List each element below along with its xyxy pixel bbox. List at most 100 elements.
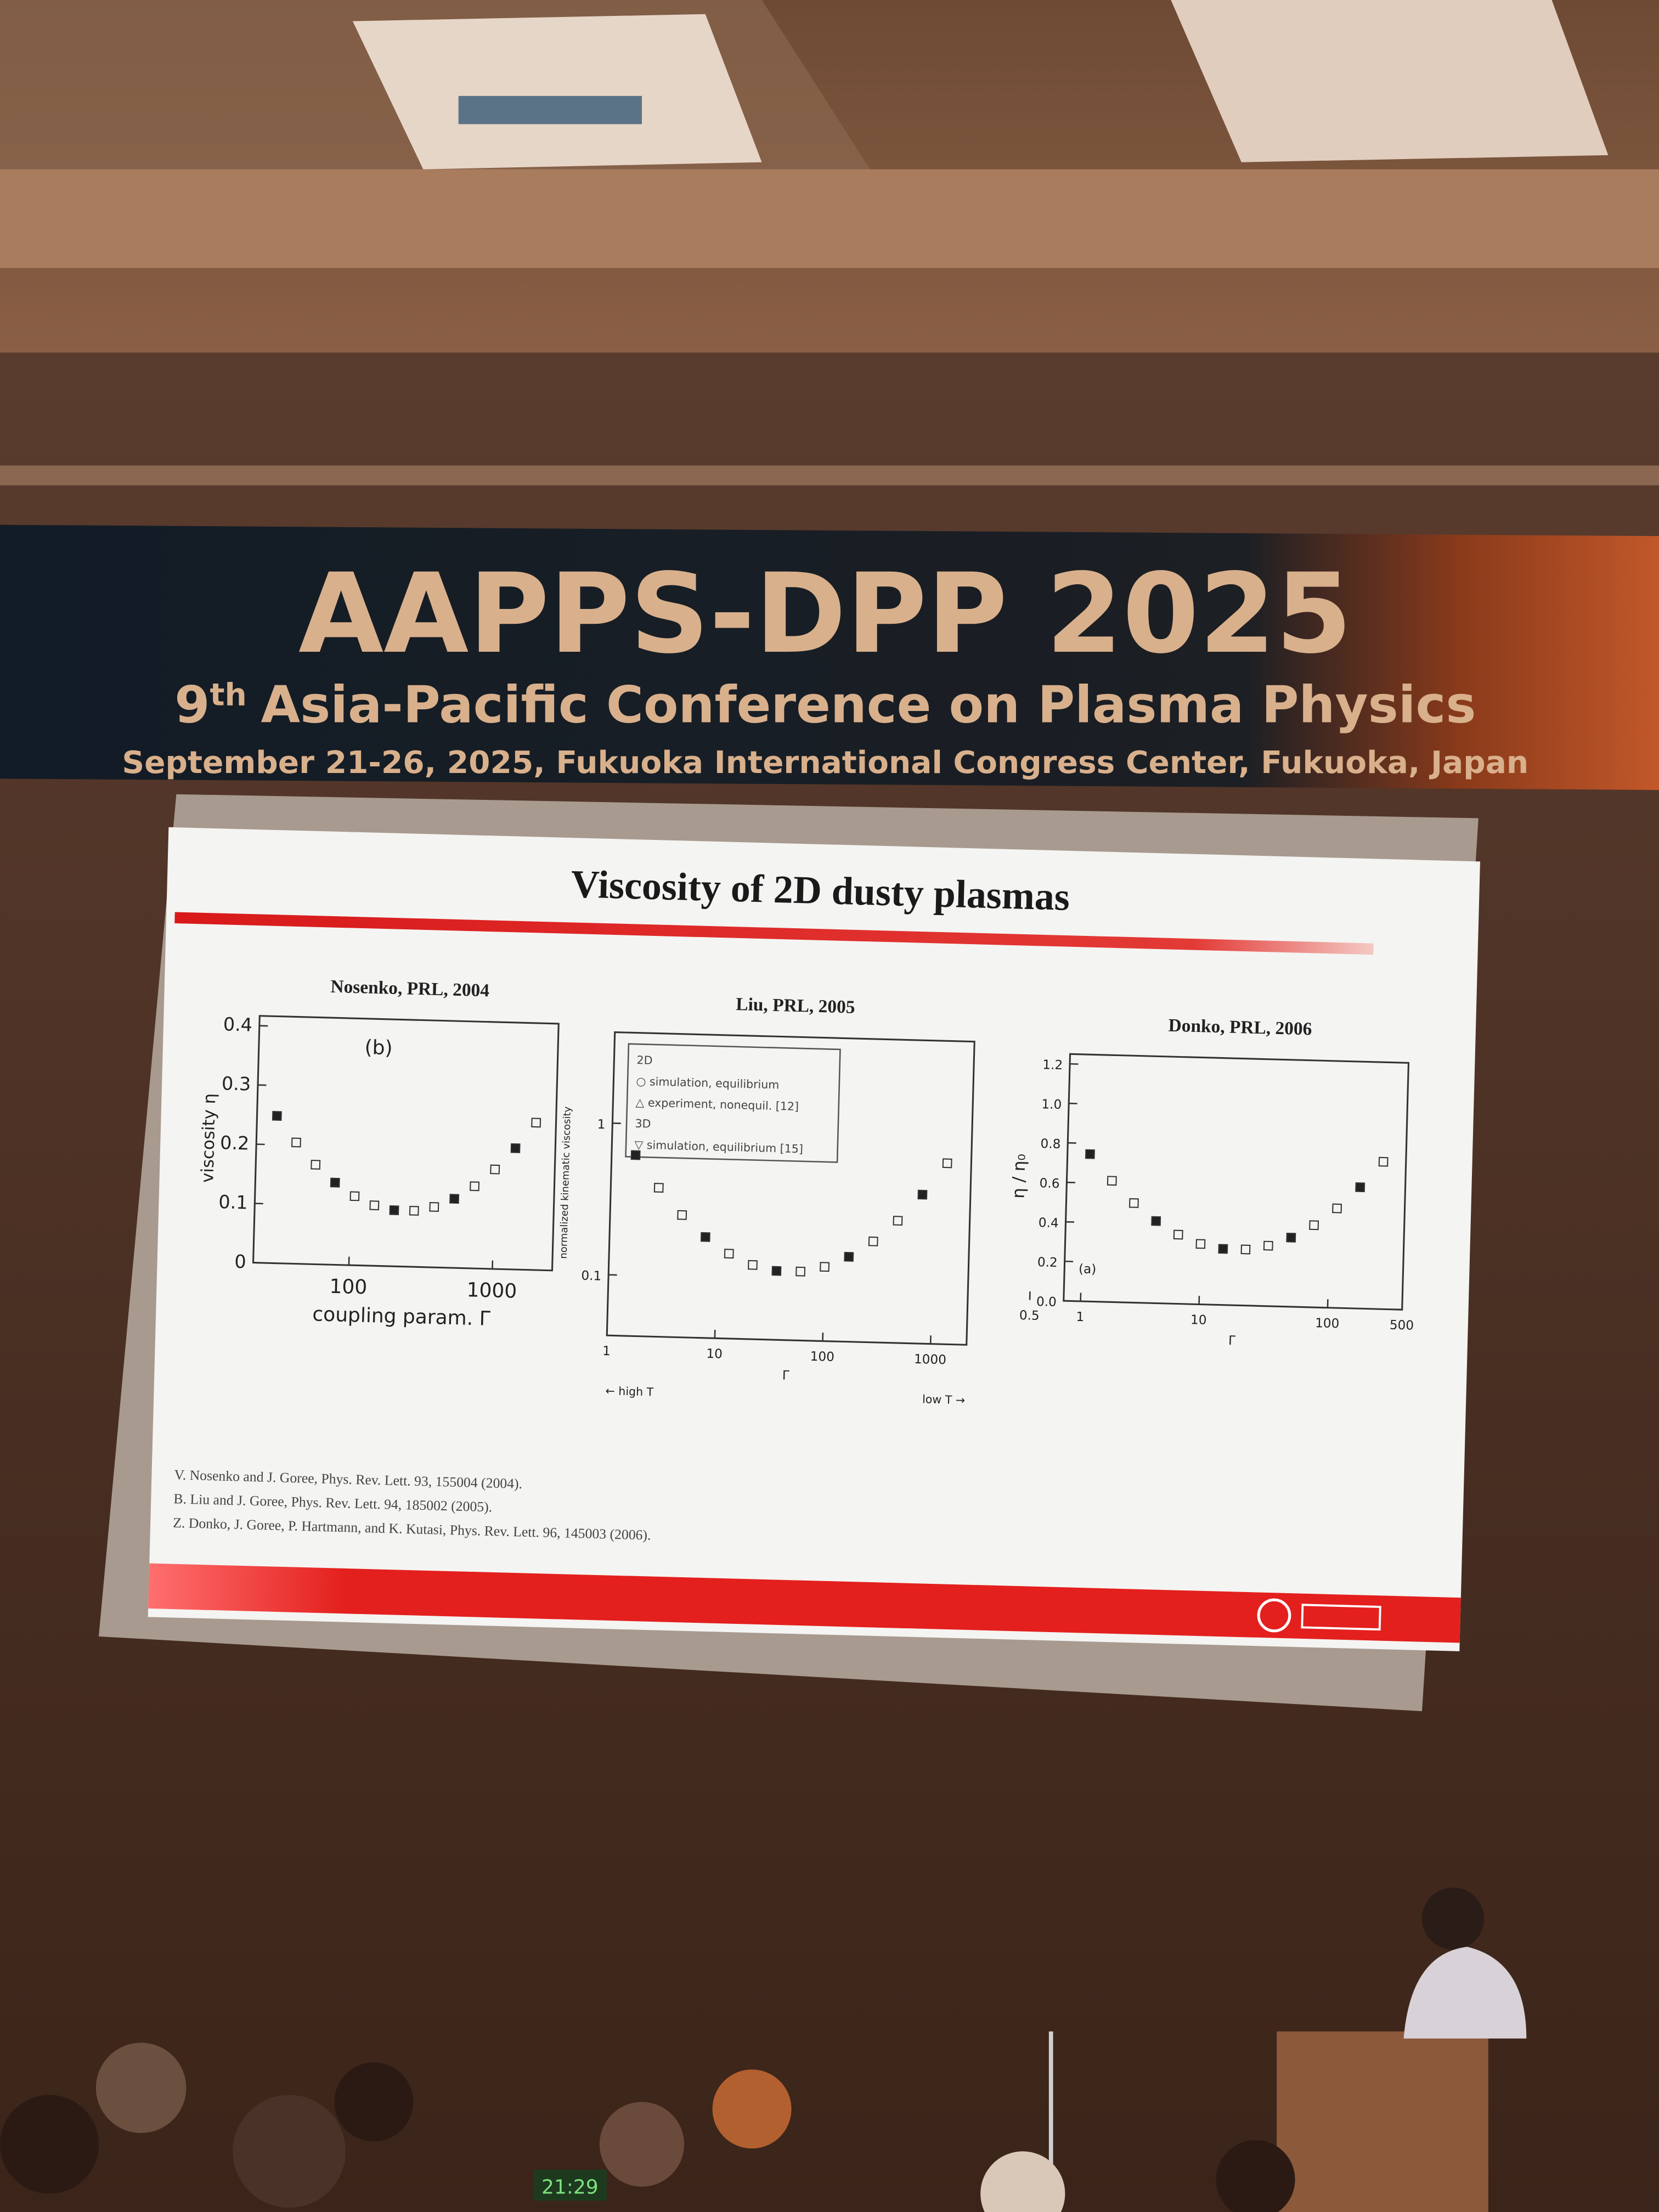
ceiling-vent xyxy=(458,95,642,125)
audience-head xyxy=(233,2095,346,2208)
y-tick-label: 0.8 xyxy=(1040,1137,1060,1152)
plot-symbol xyxy=(748,1260,758,1270)
plot-symbol xyxy=(369,1200,380,1211)
banner-dates: September 21-26, 2025, Fukuoka Internati… xyxy=(122,744,1528,781)
audience-head xyxy=(0,2095,99,2194)
audience-head xyxy=(599,2102,685,2187)
y-tick-label: 1.2 xyxy=(1042,1058,1063,1073)
plot-symbol xyxy=(1332,1203,1342,1214)
x-axis-label: Γ xyxy=(1228,1334,1236,1348)
plot-symbol xyxy=(449,1194,460,1204)
note: low T → xyxy=(922,1392,966,1407)
wall-rail xyxy=(0,465,1659,486)
y-tick-label: 0.2 xyxy=(220,1132,250,1154)
y-axis-label: η / η₀ xyxy=(1008,1154,1029,1199)
speaker-body xyxy=(1403,1946,1527,2039)
edition: 9 xyxy=(174,675,210,735)
speaker-head xyxy=(1422,1887,1485,1950)
title-rule xyxy=(174,912,1374,955)
x-tick-label: 1 xyxy=(1076,1310,1084,1324)
subtitle: Asia-Pacific Conference on Plasma Physic… xyxy=(261,675,1476,735)
plot-symbol xyxy=(1263,1240,1273,1251)
slide-bg xyxy=(148,827,1480,1651)
y-tick-label: 1 xyxy=(597,1118,605,1132)
plot-symbol xyxy=(1286,1232,1296,1243)
panel-title: Nosenko, PRL, 2004 xyxy=(330,977,490,1001)
plot-symbol xyxy=(531,1118,541,1128)
plot-frame xyxy=(1063,1053,1410,1311)
y-tick-label: 0.3 xyxy=(222,1073,251,1094)
plot-symbol xyxy=(653,1183,664,1193)
plot-symbol xyxy=(1151,1216,1161,1226)
y-tick-label: 0.1 xyxy=(218,1191,248,1213)
banner-subtitle: 9th Asia-Pacific Conference on Plasma Phy… xyxy=(174,675,1476,735)
x-tick-label: 10 xyxy=(706,1347,723,1362)
clock: 21:29 xyxy=(541,2176,599,2199)
x-tick-label: 1 xyxy=(602,1344,611,1358)
panel-label: (b) xyxy=(364,1036,393,1059)
plot-symbol xyxy=(389,1205,399,1215)
x-tick-label: 10 xyxy=(1190,1313,1207,1328)
plot-symbol xyxy=(490,1164,500,1175)
plot-frame xyxy=(606,1031,975,1346)
plot-symbol xyxy=(1085,1149,1095,1159)
legend-entry: 2D xyxy=(636,1053,653,1067)
plot-symbol xyxy=(771,1266,782,1276)
y-tick-label: 0.2 xyxy=(1037,1255,1058,1270)
plot-symbol xyxy=(470,1181,480,1192)
plot-symbol xyxy=(677,1210,687,1220)
ceiling-light xyxy=(1171,0,1609,162)
edition-suffix: th xyxy=(210,677,246,713)
slide: Viscosity of 2D dusty plasmas Nosenko, P… xyxy=(148,827,1480,1651)
y-tick-label: 0.0 xyxy=(1036,1295,1057,1310)
plot-symbol xyxy=(795,1266,806,1277)
plot-symbol xyxy=(820,1262,830,1272)
ceiling-beam xyxy=(0,169,1659,268)
plot-symbol xyxy=(942,1158,952,1169)
y-tick-label: 0.1 xyxy=(581,1269,601,1284)
x-tick-label: 0.5 xyxy=(1019,1308,1040,1323)
plot-symbol xyxy=(917,1189,928,1200)
y-tick-label: 0.6 xyxy=(1039,1176,1059,1191)
audience-head xyxy=(1216,2140,1295,2212)
plot-symbol xyxy=(1240,1244,1251,1255)
plot-symbol xyxy=(429,1202,439,1212)
plot-symbol xyxy=(724,1249,734,1259)
footer-bar xyxy=(148,1563,1461,1643)
plot-symbol xyxy=(349,1191,360,1201)
legend-entry: 3D xyxy=(635,1117,651,1131)
panel-title: Liu, PRL, 2005 xyxy=(736,994,855,1018)
plot-symbol xyxy=(1218,1244,1228,1254)
y-tick-label: 1.0 xyxy=(1041,1097,1062,1112)
plot-symbol xyxy=(272,1111,282,1121)
audience-head xyxy=(334,2062,414,2142)
panel-label: (a) xyxy=(1079,1262,1097,1277)
logo-mark xyxy=(1301,1604,1381,1631)
legend-box xyxy=(625,1043,841,1163)
plot-symbol xyxy=(1378,1156,1389,1167)
panels: Nosenko, PRL, 2004 0 0.1 0.2 0.3 0.4 100 1000 vi… xyxy=(198,977,1414,1407)
banner xyxy=(0,524,1659,790)
audience xyxy=(0,2042,1295,2212)
plot-symbol xyxy=(311,1160,321,1170)
plot-symbol xyxy=(1309,1220,1319,1231)
plot-symbol xyxy=(700,1232,710,1242)
x-axis-label: Γ xyxy=(782,1369,790,1383)
plot-symbol xyxy=(291,1137,301,1148)
plot-symbol xyxy=(510,1143,521,1153)
x-axis-label: coupling param. Γ xyxy=(312,1303,490,1330)
x-tick-label: 500 xyxy=(1390,1318,1414,1333)
plot-symbol xyxy=(1355,1182,1365,1193)
plot-symbol xyxy=(330,1177,340,1188)
y-axis-label: viscosity η xyxy=(198,1093,219,1183)
x-tick-label: 100 xyxy=(329,1276,368,1299)
plot-symbol xyxy=(844,1251,854,1262)
y-tick-label: 0 xyxy=(234,1251,246,1273)
plot-symbol xyxy=(868,1236,878,1246)
clock-box xyxy=(533,2169,607,2201)
plot-frame xyxy=(252,1015,560,1272)
